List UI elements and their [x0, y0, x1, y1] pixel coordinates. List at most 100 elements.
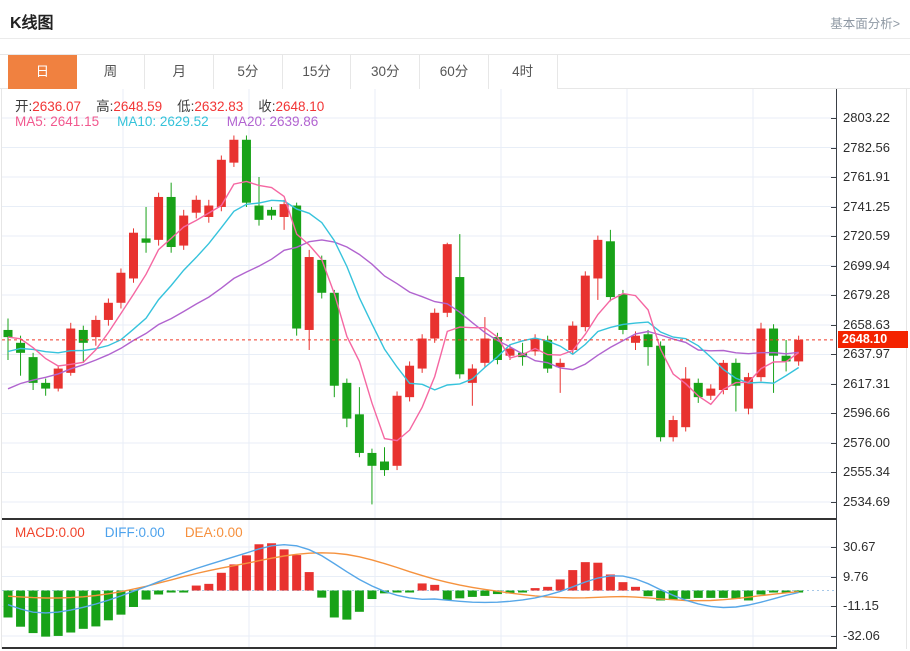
price-axis-label: 2555.34: [843, 464, 890, 480]
candle-body: [141, 238, 151, 243]
candle-body: [442, 244, 452, 313]
price-axis-label: 2679.28: [843, 287, 890, 303]
axis-tick: [831, 442, 837, 444]
candle-body: [643, 334, 653, 348]
price-axis-label: 2576.00: [843, 434, 890, 450]
ma10-legend: MA10: 2629.52: [117, 114, 209, 129]
candle-body: [78, 329, 88, 343]
candle-body: [241, 139, 251, 203]
page-title: K线图: [10, 15, 54, 32]
macd-bar: [141, 590, 151, 600]
tab-4hour[interactable]: 4时: [488, 55, 558, 89]
price-axis-label: 2761.91: [843, 169, 890, 185]
macd-bar: [241, 555, 251, 591]
macd-bar: [267, 543, 277, 591]
macd-bar: [618, 582, 628, 591]
high-label: 高:: [96, 99, 114, 114]
candle-body: [342, 382, 352, 419]
diff-line: [7, 543, 799, 614]
candle-body: [28, 357, 38, 383]
tab-month[interactable]: 月: [145, 55, 215, 89]
candle-body: [329, 292, 339, 386]
macd-bar: [643, 590, 653, 597]
tab-60min[interactable]: 60分: [420, 55, 489, 89]
macd-bar: [229, 564, 239, 591]
open-value: 2636.07: [32, 99, 82, 114]
candle-body: [781, 355, 791, 362]
candle-body: [743, 377, 753, 409]
candle-body: [668, 420, 678, 438]
macd-bar: [103, 590, 113, 621]
candle-body: [480, 338, 490, 363]
candle-body: [593, 239, 603, 279]
high-value: 2648.59: [113, 99, 163, 114]
price-axis-label: 2534.69: [843, 493, 890, 509]
macd-bar: [154, 590, 164, 595]
macd-bar: [116, 590, 126, 615]
ma20-line: [7, 239, 799, 390]
candle-body: [656, 345, 666, 438]
low-value: 2632.83: [194, 99, 244, 114]
tab-15min[interactable]: 15分: [282, 55, 352, 89]
candle-body: [492, 337, 502, 360]
macd-bar: [580, 562, 590, 591]
candle-body: [731, 362, 741, 386]
candle-body: [367, 452, 377, 466]
candle-body: [154, 196, 164, 240]
candle-body: [530, 338, 540, 352]
fundamental-analysis-link[interactable]: 基本面分析>: [830, 17, 900, 31]
dea-value-legend: DEA:0.00: [184, 525, 243, 540]
macd-bar: [706, 590, 716, 598]
macd-axis-label: 9.76: [843, 568, 869, 584]
macd-bar: [179, 590, 189, 593]
candle-body: [467, 368, 477, 383]
axis-tick: [831, 576, 837, 578]
macd-bar: [78, 590, 88, 629]
candle-body: [216, 159, 226, 207]
macd-bar: [530, 588, 540, 591]
axis-tick: [831, 265, 837, 267]
candle-body: [430, 312, 440, 339]
price-axis-label: 2720.59: [843, 228, 890, 244]
candle-body: [618, 294, 628, 330]
tab-week[interactable]: 周: [76, 55, 146, 89]
macd-bar: [216, 572, 226, 591]
close-label: 收:: [258, 99, 276, 114]
macd-bar: [505, 590, 515, 594]
macd-pane[interactable]: MACD:0.00 DIFF:0.00 DEA:0.00: [2, 518, 836, 649]
macd-bar: [442, 590, 452, 601]
axis-tick: [831, 295, 837, 297]
macd-bar: [342, 590, 352, 620]
tab-5min[interactable]: 5分: [214, 55, 283, 89]
macd-axis-label: 30.67: [843, 539, 876, 554]
axis-tick: [831, 236, 837, 238]
macd-bar: [166, 590, 176, 593]
candle-body: [580, 275, 590, 328]
main-price-pane[interactable]: 开:2636.07 高:2648.59 低:2632.83 收:2648.10 MA5…: [2, 89, 836, 518]
axis-tick: [831, 324, 837, 326]
candle-body: [304, 257, 314, 330]
candle-body: [455, 277, 465, 375]
tab-30min[interactable]: 30分: [351, 55, 421, 89]
kline-chart: 开:2636.07 高:2648.59 低:2632.83 收:2648.10 MA5…: [1, 89, 908, 649]
axis-tick: [831, 354, 837, 356]
candle-body: [267, 209, 277, 216]
candle-body: [555, 362, 565, 368]
close-value: 2648.10: [275, 99, 325, 114]
candle-body: [53, 368, 63, 389]
tab-day[interactable]: 日: [8, 55, 77, 89]
axis-tick: [831, 606, 837, 608]
axis-tick: [831, 501, 837, 503]
interval-tabs: 日 周 月 5分 15分 30分 60分 4时: [0, 54, 910, 89]
candle-body: [191, 199, 201, 213]
candle-body: [354, 414, 364, 453]
axis-tick: [831, 472, 837, 474]
macd-bar: [204, 583, 214, 591]
macd-bar: [568, 570, 578, 591]
macd-bar: [743, 590, 753, 601]
candle-body: [3, 329, 13, 338]
macd-value-legend: MACD:0.00: [15, 525, 85, 540]
candle-body: [392, 395, 402, 466]
macd-bar: [304, 572, 314, 591]
candlestick-canvas: [2, 89, 836, 518]
